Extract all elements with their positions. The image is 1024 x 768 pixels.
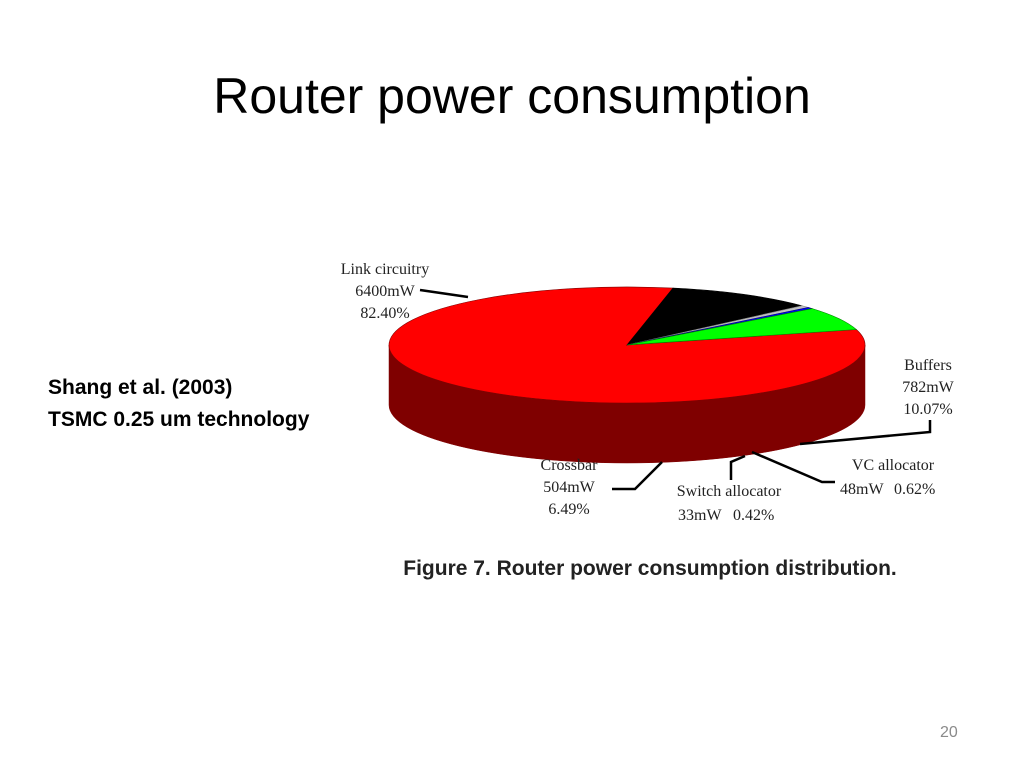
label-crossbar-percent: 6.49% [548,501,589,518]
leader-line-switch-allocator [729,454,746,480]
pie-tops [388,286,866,404]
figure-caption: Figure 7. Router power consumption distr… [403,557,897,580]
label-link-circuitry-name: Link circuitry [341,261,429,278]
leader-line-buffers [799,420,932,446]
slide-title: Router power consumption [213,68,811,124]
leader-line-crossbar [612,461,663,491]
label-buffers-value: 782mW [902,379,954,396]
citation-block: Shang et al. (2003) TSMC 0.25 um technol… [48,372,309,436]
label-crossbar-value: 504mW [543,479,595,496]
label-link-circuitry-value: 6400mW [355,283,415,300]
label-link-circuitry-percent: 82.40% [360,305,409,322]
leader-line-link-circuitry [419,288,469,299]
pie-leader-lines [419,288,932,491]
page-number: 20 [940,724,958,741]
label-buffers-name: Buffers [904,357,952,374]
label-vc-allocator-value: 48mW [840,481,884,498]
label-switch-allocator-name: Switch allocator [677,483,782,500]
pie-slice-buffers [626,287,803,346]
label-switch-allocator-value: 33mW [678,507,722,524]
label-buffers-percent: 10.07% [903,401,952,418]
label-vc-allocator-name: VC allocator [852,457,935,474]
citation-technology: TSMC 0.25 um technology [48,408,310,431]
label-switch-allocator-percent: 0.42% [733,507,774,524]
label-vc-allocator-percent: 0.62% [894,481,935,498]
citation-author: Shang et al. (2003) [48,376,233,399]
pie-slice-crossbar [626,308,858,346]
leader-line-vc-allocator [751,450,835,484]
label-crossbar-name: Crossbar [541,457,599,474]
